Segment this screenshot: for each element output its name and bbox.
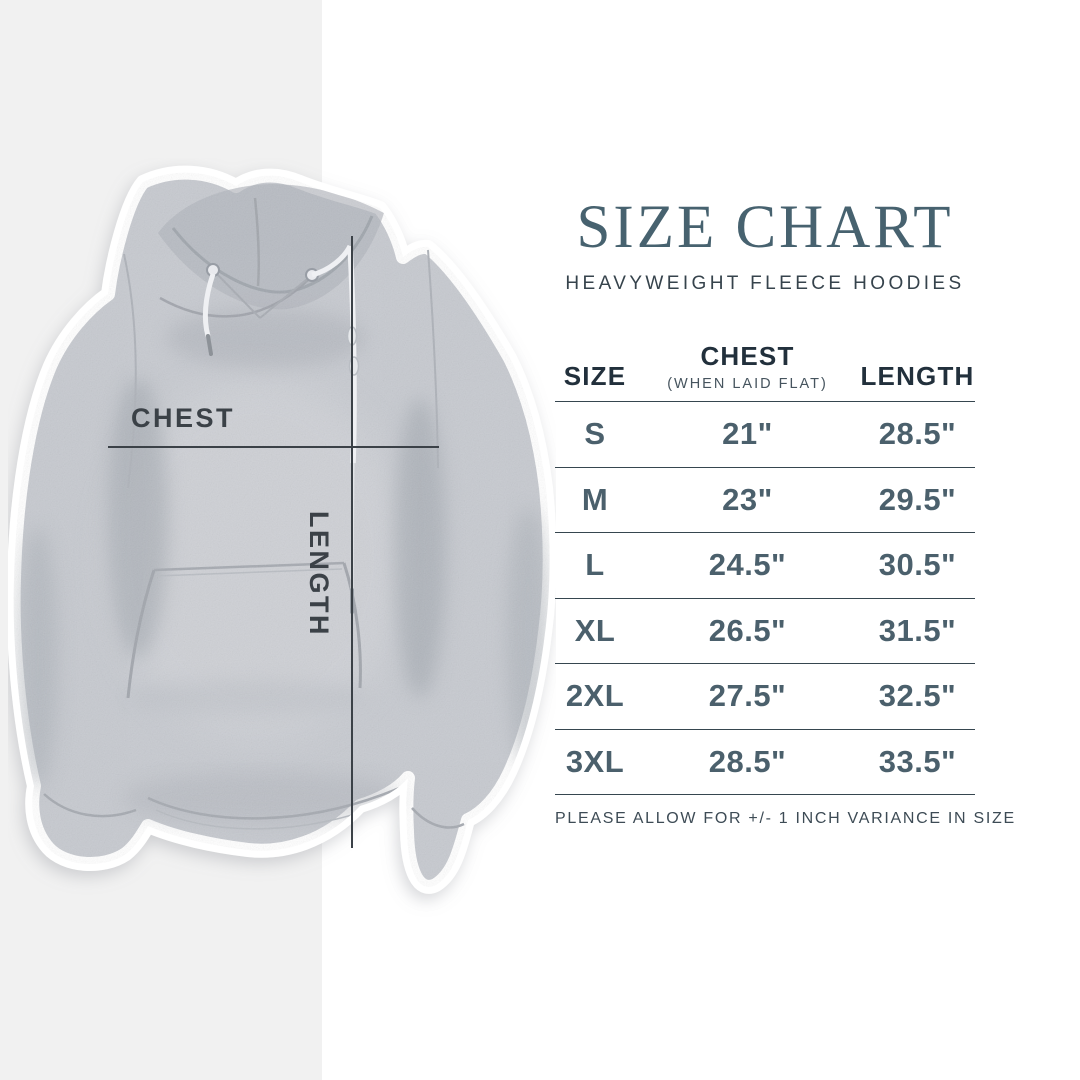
- table-row: L 24.5" 30.5": [555, 533, 975, 599]
- cell-size: M: [581, 481, 609, 517]
- length-label: LENGTH: [304, 511, 334, 637]
- table-row: 2XL 27.5" 32.5": [555, 664, 975, 730]
- table-header-row: SIZE CHEST (WHEN LAID FLAT) LENGTH: [555, 341, 975, 403]
- header-size: SIZE: [563, 361, 627, 392]
- cell-size: 2XL: [565, 678, 625, 714]
- cell-size: S: [584, 416, 606, 452]
- cell-length: 31.5": [878, 612, 957, 648]
- cell-length: 29.5": [878, 481, 957, 517]
- table-row: M 23" 29.5": [555, 468, 975, 534]
- header-chest-note: (WHEN LAID FLAT): [667, 376, 828, 393]
- cell-chest: 26.5": [708, 612, 787, 648]
- table-row: 3XL 28.5" 33.5": [555, 730, 975, 796]
- cell-chest: 21": [722, 416, 773, 452]
- table-row: XL 26.5" 31.5": [555, 599, 975, 665]
- cell-size: XL: [574, 612, 616, 648]
- cell-length: 30.5": [878, 547, 957, 583]
- header-chest: CHEST (WHEN LAID FLAT): [635, 341, 860, 392]
- cell-chest: 23": [722, 481, 773, 517]
- size-variance-note: PLEASE ALLOW FOR +/- 1 INCH VARIANCE IN …: [555, 810, 1016, 828]
- cell-length: 33.5": [878, 743, 957, 779]
- hoodie-photo: [8, 158, 556, 958]
- cell-size: L: [585, 547, 605, 583]
- cell-length: 32.5": [878, 678, 957, 714]
- page-subtitle: HEAVYWEIGHT FLEECE HOODIES: [565, 273, 965, 295]
- chest-label: CHEST: [131, 403, 236, 433]
- length-measure-line: [351, 236, 353, 848]
- size-chart-panel: SIZE CHART HEAVYWEIGHT FLEECE HOODIES SI…: [555, 194, 1016, 828]
- cell-length: 28.5": [878, 416, 957, 452]
- cell-chest: 28.5": [708, 743, 787, 779]
- header-length: LENGTH: [860, 361, 975, 392]
- table-row: S 21" 28.5": [555, 402, 975, 468]
- size-table: SIZE CHEST (WHEN LAID FLAT) LENGTH S 21"…: [555, 341, 975, 796]
- chest-measure-line: [108, 446, 439, 448]
- cell-chest: 27.5": [708, 678, 787, 714]
- cell-size: 3XL: [565, 743, 625, 779]
- page-title: SIZE CHART: [576, 194, 954, 261]
- cell-chest: 24.5": [708, 547, 787, 583]
